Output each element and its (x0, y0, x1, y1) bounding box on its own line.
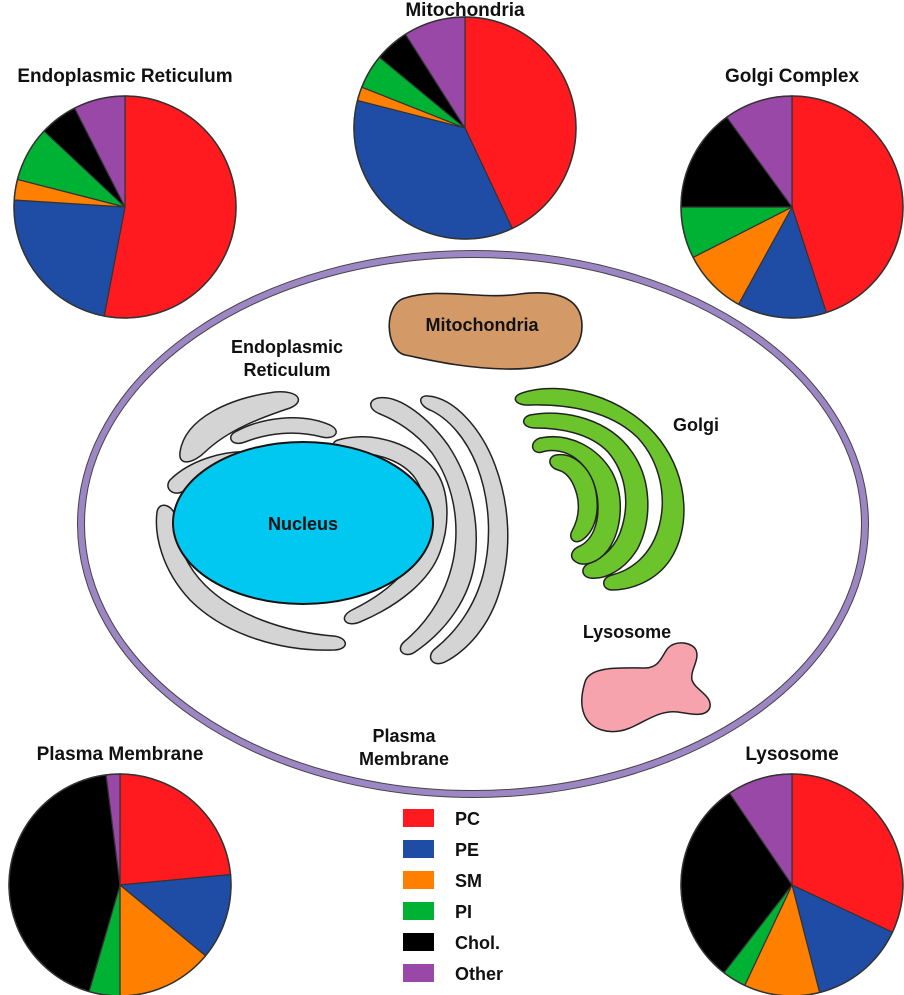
er-cisterna-7 (420, 395, 509, 665)
legend-item-pe: PE (403, 840, 479, 860)
legend-item-pc: PC (403, 809, 480, 829)
pie-title: Lysosome (745, 744, 838, 765)
legend-item-chol: Chol. (403, 933, 500, 953)
legend-item-pi: PI (403, 902, 472, 922)
golgi-organelle (514, 387, 685, 591)
pie-title: Plasma Membrane (37, 744, 204, 765)
golgi-cisterna-1 (514, 387, 685, 591)
er-label-line1: Endoplasmic (231, 337, 343, 357)
pie-outline (680, 95, 904, 319)
plasma-membrane-label-line2: Membrane (359, 749, 449, 769)
legend-item-other: Other (403, 964, 503, 984)
pie-slice-pc (119, 773, 232, 886)
pie-title: Mitochondria (405, 0, 525, 21)
pie-title: Endoplasmic Reticulum (17, 66, 232, 87)
legend-swatch (403, 871, 434, 889)
er-cisterna-1 (179, 391, 300, 463)
golgi-cisterna-4 (549, 454, 598, 543)
pie-mitochondria: Mitochondria (353, 0, 577, 240)
er-cisterna-2 (230, 417, 337, 444)
legend-swatch (403, 809, 434, 827)
legend-label: PE (455, 840, 479, 860)
pie-golgi-complex: Golgi Complex (680, 66, 904, 319)
legend: PC PE SM PI Chol. Other (403, 809, 503, 984)
er-label-line2: Reticulum (243, 360, 330, 380)
pie-outline (8, 773, 232, 995)
legend-swatch (403, 933, 434, 951)
lysosome-organelle (581, 642, 711, 733)
pie-outline (353, 16, 577, 240)
pie-plasma-membrane: Plasma Membrane (8, 744, 232, 995)
golgi-label: Golgi (673, 415, 719, 435)
legend-swatch (403, 840, 434, 858)
nucleus-organelle (172, 441, 434, 605)
plasma-membrane-label-line1: Plasma (372, 726, 436, 746)
pie-lysosome: Lysosome (680, 744, 904, 995)
pie-outline (13, 95, 237, 319)
nucleus-label: Nucleus (268, 514, 338, 534)
er-cisterna-5 (332, 436, 448, 625)
legend-item-sm: SM (403, 871, 482, 891)
legend-label: SM (455, 871, 482, 891)
pie-outline (680, 773, 904, 995)
cell-membrane-inner-outline (84, 257, 862, 791)
legend-swatch (403, 902, 434, 920)
pie-title: Golgi Complex (725, 66, 860, 87)
legend-swatch (403, 964, 434, 982)
legend-label: PI (455, 902, 472, 922)
cell-membrane-outline (77, 250, 869, 798)
legend-label: Chol. (455, 933, 500, 953)
er-cisterna-6 (370, 396, 478, 656)
pie-endoplasmic-reticulum: Endoplasmic Reticulum (13, 66, 237, 319)
lysosome-label: Lysosome (583, 622, 671, 642)
mitochondria-organelle (388, 292, 583, 370)
mitochondria-label: Mitochondria (426, 315, 540, 335)
legend-label: Other (455, 964, 503, 984)
legend-label: PC (455, 809, 480, 829)
golgi-cisterna-3 (531, 436, 621, 565)
